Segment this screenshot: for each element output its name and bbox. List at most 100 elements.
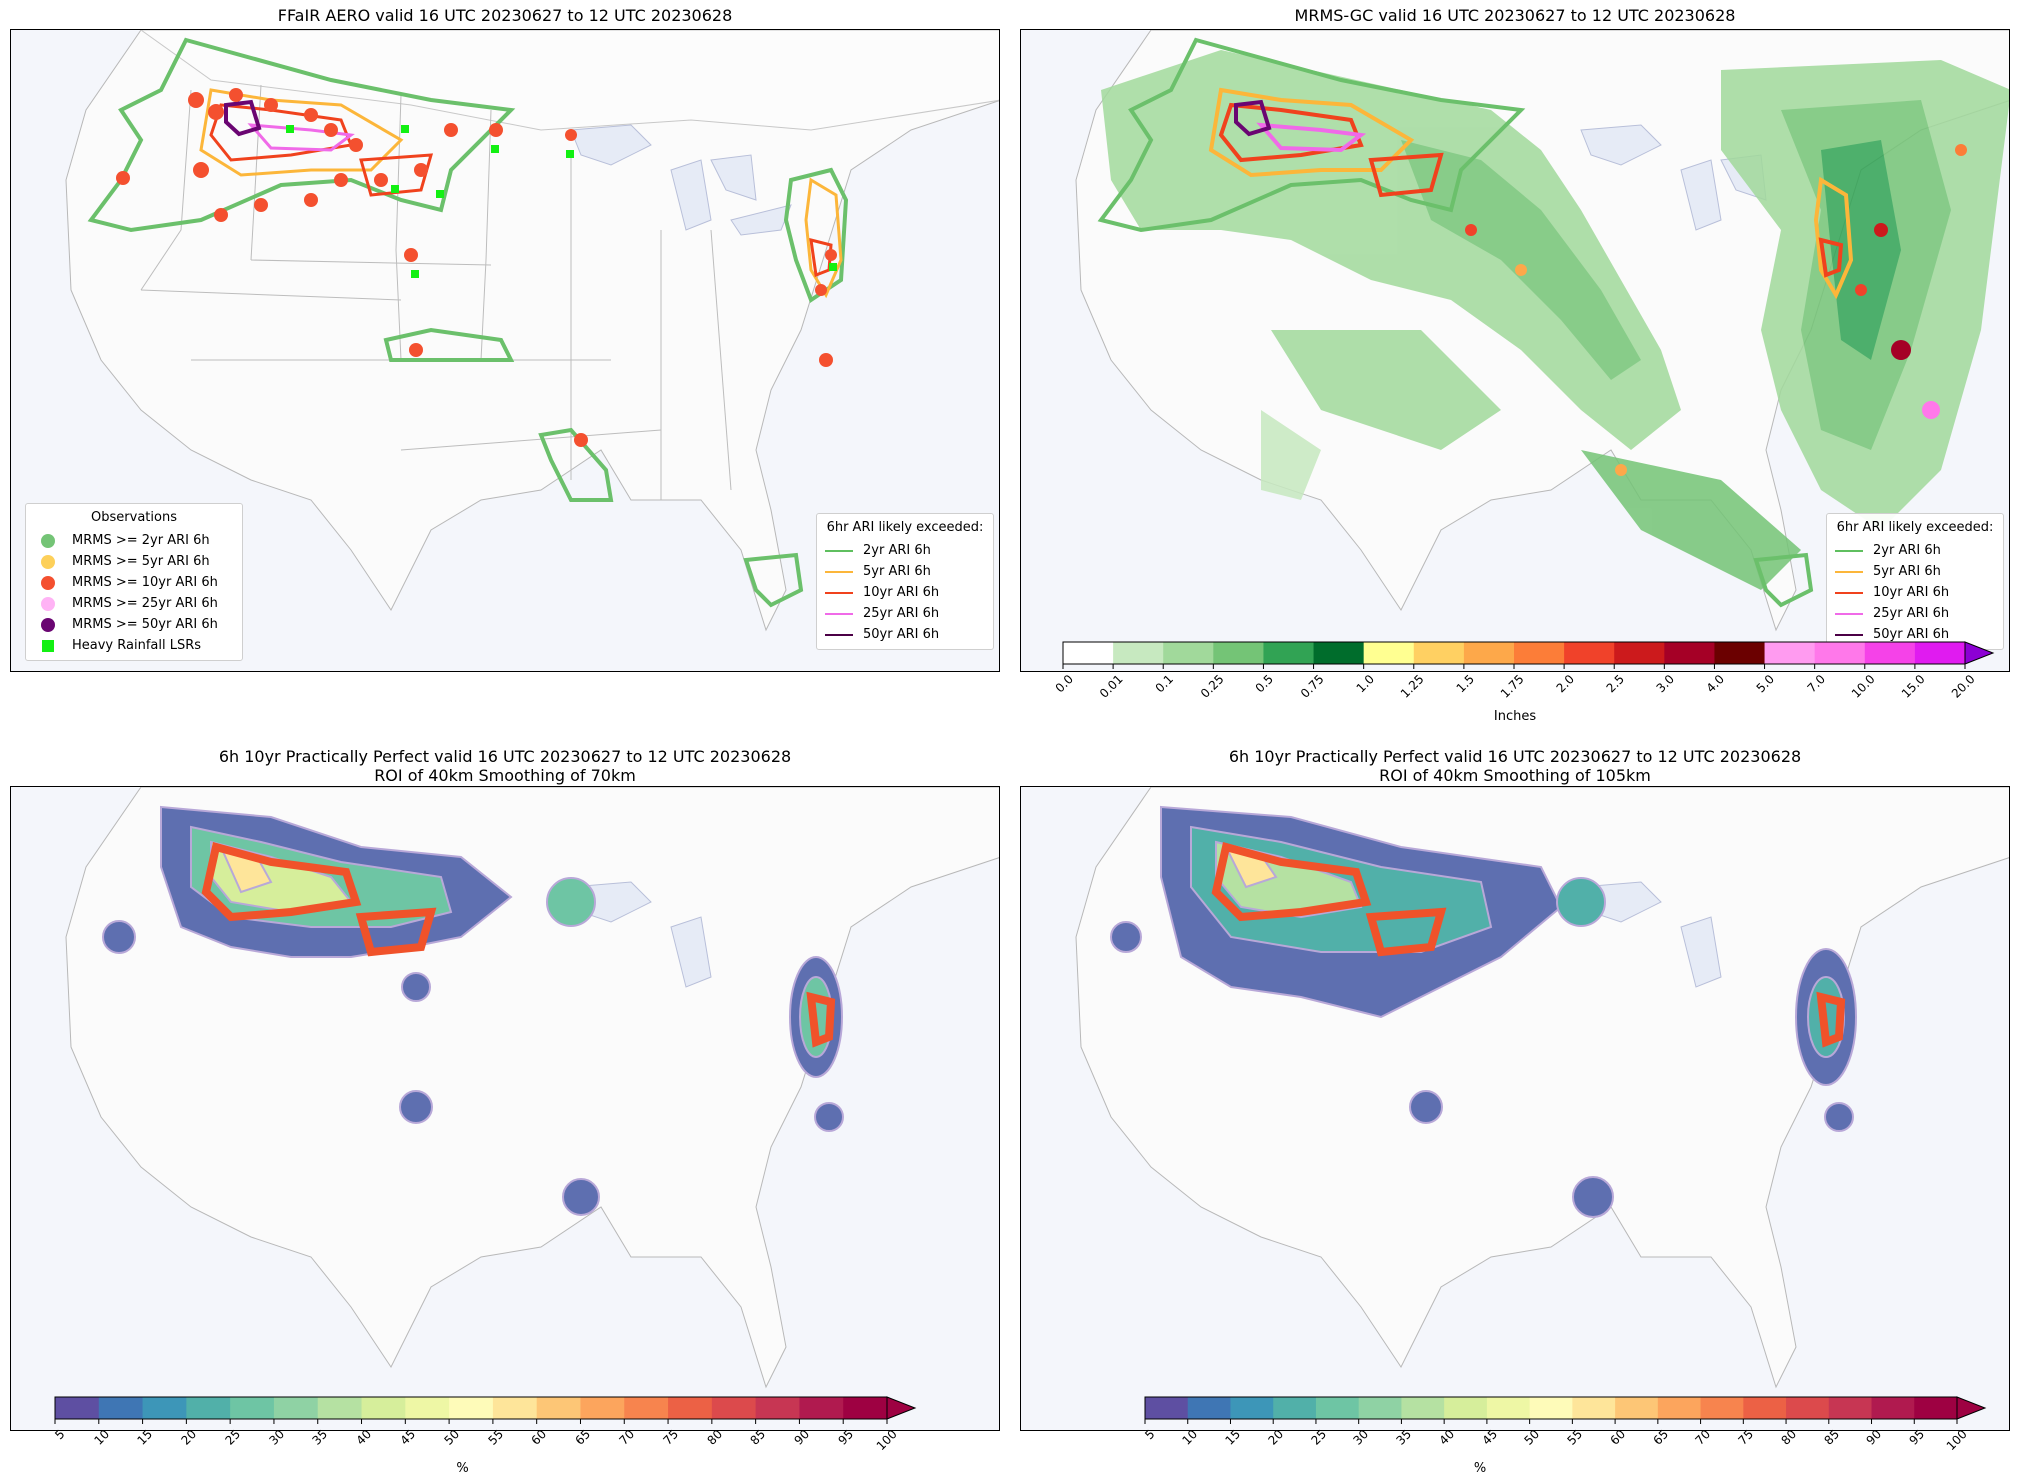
colorbar-tick-label: 1.0 (1353, 672, 1377, 696)
colorbar-tick-label: 0.1 (1152, 672, 1177, 696)
ari-legend-item: 50yr ARI 6h (825, 624, 985, 645)
colorbar-tick-label: 20.0 (1949, 672, 1978, 701)
pp70-colorbar-label: % (456, 1461, 469, 1476)
colorbar-tick-label: 15.0 (1898, 672, 1928, 701)
colorbar-tick-label: 10.0 (1848, 672, 1878, 701)
colorbar-tick-label: 30 (266, 1427, 287, 1448)
ari-legend-title: 6hr ARI likely exceeded: (826, 520, 984, 535)
colorbar-tick-label: 10 (1179, 1427, 1201, 1448)
precip-field (1101, 50, 2009, 590)
ari-legend-item: 2yr ARI 6h (1835, 540, 1995, 561)
colorbar-bin (1230, 1397, 1274, 1419)
colorbar-tick-label: 5 (1142, 1427, 1158, 1443)
panel-2-map: 6hr ARI likely exceeded: 2yr ARI 6h 5yr … (1020, 29, 2010, 672)
colorbar-bin (1786, 1397, 1830, 1419)
canada-region (140, 30, 999, 131)
ari-legend-label: 25yr ARI 6h (1873, 605, 1950, 621)
ari-legend-label: 50yr ARI 6h (1873, 626, 1950, 642)
colorbar-tick-label: 60 (1607, 1427, 1629, 1448)
colorbar-swatches (1144, 1396, 1987, 1424)
colorbar-bin (799, 1397, 844, 1419)
panel-3-map (10, 786, 1000, 1431)
colorbar-tick-label: 2.5 (1603, 672, 1628, 696)
colorbar-tick-label: 0.5 (1252, 672, 1277, 696)
colorbar-bin (1213, 642, 1264, 664)
colorbar-tick-label: 15 (1222, 1427, 1244, 1448)
colorbar-bin (186, 1397, 231, 1419)
ari-legend: 6hr ARI likely exceeded: 2yr ARI 6h 5yr … (816, 513, 994, 650)
obs-legend-label: MRMS >= 25yr ARI 6h (72, 595, 218, 611)
colorbar-bin (1764, 642, 1816, 664)
colorbar-tick-label: 1.75 (1498, 672, 1527, 701)
colorbar-bin (1273, 1397, 1317, 1419)
colorbar-tick-label: 80 (1778, 1427, 1799, 1448)
colorbar-tick-label: 70 (1692, 1427, 1714, 1448)
colorbar-tick-label: 0.01 (1097, 672, 1127, 701)
observations-legend-title: Observations (91, 510, 177, 525)
line-swatch-icon (825, 612, 853, 615)
ari-legend-item: 10yr ARI 6h (825, 582, 985, 603)
colorbar-bin (536, 1397, 581, 1419)
colorbar-bin (1864, 642, 1916, 664)
colorbar-bin (405, 1397, 450, 1419)
colorbar-extend-arrow (1956, 1396, 1987, 1420)
observations-legend: Observations MRMS >= 2yr ARI 6h MRMS >= … (25, 503, 243, 661)
colorbar-bin (1401, 1397, 1445, 1419)
colorbar-outline (1144, 1396, 1958, 1420)
colorbar-tick-label: 65 (1650, 1427, 1671, 1448)
colorbar-bin (55, 1397, 100, 1419)
colorbar-bin (1363, 642, 1415, 664)
colorbar-tick-label: 10 (90, 1427, 112, 1448)
colorbar-tick-label: 75 (660, 1427, 681, 1448)
obs-legend-label: MRMS >= 10yr ARI 6h (72, 574, 218, 590)
obs-legend-item: MRMS >= 50yr ARI 6h (34, 614, 234, 635)
obs-legend-item: MRMS >= 25yr ARI 6h (34, 593, 234, 614)
colorbar-tick-label: 5.0 (1754, 672, 1778, 696)
colorbar-tick-label: 60 (528, 1427, 550, 1448)
line-swatch-icon (1835, 591, 1863, 594)
great-lakes (570, 124, 792, 236)
colorbar-bin (1463, 642, 1515, 664)
line-swatch-icon (825, 591, 853, 594)
colorbar-bin (624, 1397, 669, 1419)
circle-marker-icon (41, 554, 55, 569)
colorbar-tick-label: 75 (1735, 1427, 1757, 1448)
ari-legend-label: 10yr ARI 6h (863, 584, 940, 600)
colorbar-bin (1914, 642, 1966, 664)
colorbar-tick-label: 45 (397, 1427, 419, 1448)
colorbar-tick-label: 35 (309, 1427, 331, 1448)
line-swatch-icon (825, 570, 853, 573)
colorbar-bin (1615, 1397, 1659, 1419)
colorbar-tick-label: 80 (704, 1427, 725, 1448)
circle-marker-icon (41, 617, 55, 632)
colorbar-bin (1163, 642, 1214, 664)
colorbar-bin (1714, 642, 1766, 664)
colorbar-bin (1572, 1397, 1616, 1419)
colorbar-bin (98, 1397, 144, 1419)
colorbar-bin (449, 1397, 494, 1419)
colorbar-tick-label: 70 (616, 1427, 638, 1448)
observation-points (116, 88, 837, 447)
line-swatch-icon (1835, 549, 1863, 552)
colorbar-bin (1614, 642, 1665, 664)
obs-legend-label: MRMS >= 5yr ARI 6h (72, 553, 210, 569)
colorbar-bin (1358, 1397, 1402, 1419)
colorbar-tick-label: 1.25 (1397, 672, 1427, 701)
colorbar-tick-label: 40 (1436, 1427, 1458, 1448)
colorbar-bin (1063, 642, 1114, 664)
colorbar-bin (1486, 1397, 1531, 1419)
colorbar-tick-label: 50 (1521, 1427, 1543, 1448)
circle-marker-icon (41, 596, 55, 611)
heavy-precip-cells (1465, 144, 1967, 476)
ari-legend-item: 5yr ARI 6h (825, 561, 985, 582)
panel-1-map: Observations MRMS >= 2yr ARI 6h MRMS >= … (10, 29, 1000, 672)
colorbar-tick-label: 5 (52, 1427, 68, 1443)
pp105-colorbar-label: % (1473, 1461, 1487, 1476)
colorbar-bin (1187, 1397, 1231, 1419)
ari-legend-item: 25yr ARI 6h (1835, 603, 1995, 624)
colorbar-tick-label: 55 (485, 1427, 506, 1448)
colorbar-tick-label: 50 (441, 1427, 463, 1448)
ari-25yr-polygon (247, 123, 355, 152)
colorbar-tick-label: 0.25 (1197, 672, 1227, 701)
colorbar-tick-label: 100 (873, 1427, 900, 1454)
